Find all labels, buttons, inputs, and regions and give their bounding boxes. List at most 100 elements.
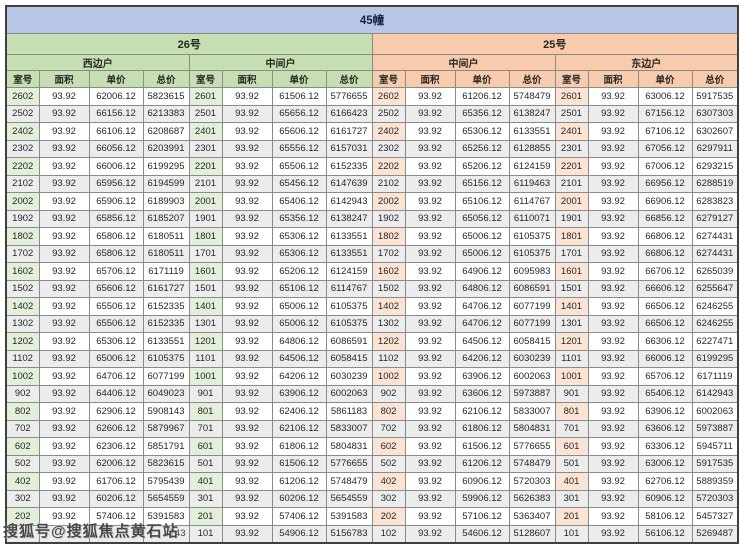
total-price-cell: 743 xyxy=(142,524,190,544)
room-cell: 1702 xyxy=(5,244,40,263)
area-cell: 93.92 xyxy=(587,104,639,123)
room-cell: 1501 xyxy=(188,279,223,298)
unit-price-cell: 60906.12 xyxy=(454,472,510,491)
total-price-cell: 5269487 xyxy=(691,524,739,544)
unit-price-cell: 62106.12 xyxy=(271,419,327,438)
area-cell: 93.92 xyxy=(221,157,273,176)
total-price-cell: 6283823 xyxy=(691,192,739,211)
area-cell: 93.92 xyxy=(587,524,639,544)
unit-price-cell: 62306.12 xyxy=(88,437,144,456)
column-header-room: 室号 xyxy=(554,70,589,88)
unit-price-cell: 64406.12 xyxy=(88,384,144,403)
room-cell: 1701 xyxy=(554,244,589,263)
room-cell: 2501 xyxy=(554,104,589,123)
unit-price-cell: 65206.12 xyxy=(454,157,510,176)
unit-price-cell: 67056.12 xyxy=(637,139,693,158)
column-header-area: 面积 xyxy=(221,70,273,88)
unit-price-cell: 63906.12 xyxy=(271,384,327,403)
room-cell: 702 xyxy=(5,419,40,438)
total-price-cell: 6157031 xyxy=(325,139,373,158)
area-cell: 93.92 xyxy=(404,87,456,106)
total-price-cell: 5720303 xyxy=(691,489,739,508)
column-header-unit-price: 单价 xyxy=(637,70,693,88)
total-price-cell: 6086591 xyxy=(508,279,556,298)
area-cell: 93.92 xyxy=(38,227,90,246)
total-price-cell: 5626383 xyxy=(508,489,556,508)
area-cell: 93.92 xyxy=(404,314,456,333)
total-price-cell: 6161727 xyxy=(142,279,190,298)
area-cell: 93.92 xyxy=(587,262,639,281)
total-price-cell: 5833007 xyxy=(508,402,556,421)
total-price-cell: 6114767 xyxy=(325,279,373,298)
room-cell: 1501 xyxy=(554,279,589,298)
room-cell: 2302 xyxy=(5,139,40,158)
room-cell: 301 xyxy=(554,489,589,508)
room-cell: 1702 xyxy=(371,244,406,263)
total-price-cell: 5917535 xyxy=(691,454,739,473)
unit-header-west: 西边户 xyxy=(5,54,190,71)
area-cell: 93.92 xyxy=(587,139,639,158)
area-cell xyxy=(38,524,90,544)
unit-price-cell: 61506.12 xyxy=(271,454,327,473)
total-price-cell: 6049023 xyxy=(142,384,190,403)
table-row: 2602 93.92 62006.12 5823615 2601 93.92 61506.1… xyxy=(5,87,739,106)
room-cell: 802 xyxy=(371,402,406,421)
unit-price-cell: 66156.12 xyxy=(88,104,144,123)
total-price-cell: 6077199 xyxy=(508,314,556,333)
unit-header-east: 东边户 xyxy=(554,54,739,71)
unit-price-cell: 66106.12 xyxy=(88,122,144,141)
total-price-cell: 6166423 xyxy=(325,104,373,123)
total-price-cell: 6002063 xyxy=(691,402,739,421)
table-row: 2502 93.92 66156.12 6213383 2501 93.92 65656.1… xyxy=(5,104,739,123)
unit-price-cell: 65906.12 xyxy=(88,192,144,211)
area-cell: 93.92 xyxy=(221,297,273,316)
unit-price-cell: 65106.12 xyxy=(454,192,510,211)
room-cell: 801 xyxy=(188,402,223,421)
unit-price-cell: 66856.12 xyxy=(637,209,693,228)
total-price-cell: 5748479 xyxy=(508,454,556,473)
room-cell: 601 xyxy=(188,437,223,456)
table-row: 702 93.92 62606.12 5879967 701 93.92 62106.12 5… xyxy=(5,419,739,438)
room-cell: 1002 xyxy=(371,367,406,386)
total-price-cell: 6255647 xyxy=(691,279,739,298)
unit-price-cell: 66056.12 xyxy=(88,139,144,158)
area-cell: 93.92 xyxy=(38,367,90,386)
room-cell: 701 xyxy=(554,419,589,438)
total-price-cell: 5363407 xyxy=(508,507,556,526)
total-price-cell: 5776655 xyxy=(508,437,556,456)
total-price-cell: 6180511 xyxy=(142,244,190,263)
total-price-cell: 6105375 xyxy=(508,244,556,263)
unit-price-cell: 65306.12 xyxy=(454,122,510,141)
building-26-header: 26号 xyxy=(5,33,373,55)
unit-price-cell: 63006.12 xyxy=(637,87,693,106)
unit-price-cell: 59906.12 xyxy=(454,489,510,508)
total-price-cell: 6171119 xyxy=(142,262,190,281)
unit-price-cell: 65356.12 xyxy=(454,104,510,123)
area-cell: 93.92 xyxy=(221,384,273,403)
room-cell: 1102 xyxy=(5,349,40,368)
room-cell: 1802 xyxy=(5,227,40,246)
room-cell: 1302 xyxy=(5,314,40,333)
room-cell: 2002 xyxy=(5,192,40,211)
unit-price-cell: 66806.12 xyxy=(637,244,693,263)
unit-price-cell: 66956.12 xyxy=(637,174,693,193)
total-price-cell: 6194599 xyxy=(142,174,190,193)
room-cell: 1301 xyxy=(554,314,589,333)
table-row: 1802 93.92 65806.12 6180511 1801 93.92 65306.1… xyxy=(5,227,739,246)
total-price-cell: 5391583 xyxy=(142,507,190,526)
area-cell: 93.92 xyxy=(38,332,90,351)
room-cell: 2402 xyxy=(5,122,40,141)
room-cell: 2602 xyxy=(5,87,40,106)
unit-price-cell: 61206.12 xyxy=(271,472,327,491)
area-cell: 93.92 xyxy=(587,489,639,508)
room-cell: 302 xyxy=(371,489,406,508)
room-cell: 1602 xyxy=(5,262,40,281)
room-cell: 202 xyxy=(371,507,406,526)
area-cell: 93.92 xyxy=(404,472,456,491)
area-cell: 93.92 xyxy=(221,402,273,421)
area-cell: 93.92 xyxy=(587,157,639,176)
area-cell: 93.92 xyxy=(221,209,273,228)
area-cell: 93.92 xyxy=(38,139,90,158)
total-price-cell: 6171119 xyxy=(691,367,739,386)
